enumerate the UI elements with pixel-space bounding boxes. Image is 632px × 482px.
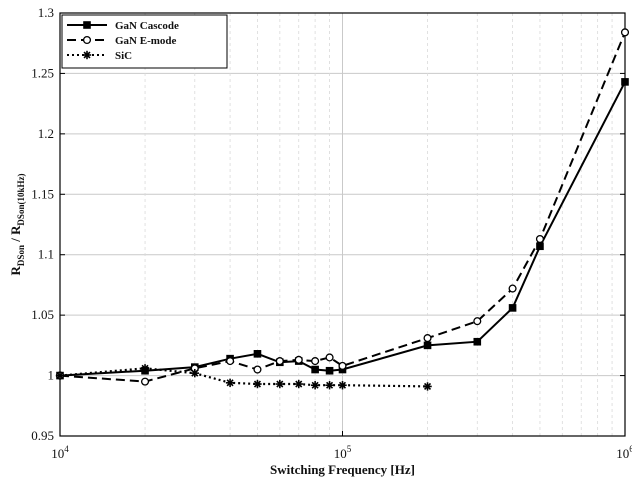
data-point-gan-e-mode bbox=[275, 357, 284, 366]
data-point-sic bbox=[325, 381, 334, 390]
y-tick-label: 1.3 bbox=[38, 5, 54, 20]
y-axis-title-main-sub: DSon bbox=[16, 245, 26, 266]
y-tick-label: 1.2 bbox=[38, 126, 54, 141]
data-point-gan-cascode bbox=[253, 350, 262, 358]
y-axis-title: RDSon / RDSon(10kHz) bbox=[8, 174, 26, 276]
data-point-gan-e-mode bbox=[311, 357, 320, 366]
data-point-gan-e-mode bbox=[620, 28, 630, 37]
x-tick-label: 105 bbox=[334, 444, 352, 461]
legend: GaN Cascode GaN E-mode SiC bbox=[61, 14, 228, 69]
y-tick-label: 1.15 bbox=[31, 186, 54, 201]
data-point-gan-e-mode bbox=[294, 355, 303, 364]
data-point-gan-e-mode bbox=[423, 334, 432, 343]
y-axis-title-divider: / R bbox=[8, 225, 23, 245]
data-point-sic bbox=[253, 379, 262, 389]
data-point-gan-e-mode bbox=[325, 353, 334, 362]
series-gan-e-mode bbox=[55, 28, 630, 386]
data-point-gan-cascode bbox=[423, 341, 432, 350]
data-point-sic bbox=[275, 379, 285, 389]
data-point-gan-cascode bbox=[473, 337, 482, 346]
series-sic bbox=[55, 364, 432, 391]
data-point-gan-e-mode bbox=[253, 365, 262, 374]
data-point-gan-e-mode bbox=[140, 377, 150, 386]
legend-marker-sic bbox=[82, 50, 92, 60]
tick-labels: 0.95 1 1.05 1.1 1.15 1.2 1.25 1.3 104 105 106 bbox=[31, 5, 632, 461]
x-tick-label: 106 bbox=[616, 444, 632, 461]
y-tick-label: 1 bbox=[48, 368, 55, 383]
data-point-sic bbox=[55, 371, 65, 380]
y-axis-title-ref-sub: DSon(10kHz) bbox=[16, 174, 26, 226]
data-point-gan-e-mode bbox=[473, 317, 482, 326]
data-point-gan-e-mode bbox=[535, 234, 545, 244]
data-point-gan-cascode bbox=[508, 304, 517, 312]
data-point-sic bbox=[140, 364, 150, 373]
data-point-gan-e-mode bbox=[226, 357, 235, 366]
legend-marker-gan-cascode bbox=[83, 21, 91, 29]
series-line-sic bbox=[59, 367, 428, 388]
series-layer bbox=[55, 28, 630, 391]
data-point-sic bbox=[310, 381, 320, 390]
x-tick-label: 104 bbox=[51, 444, 69, 461]
y-axis-title-main: R bbox=[8, 265, 23, 275]
y-tick-label: 0.95 bbox=[31, 428, 54, 443]
data-point-sic bbox=[225, 378, 235, 388]
y-tick-label: 1.1 bbox=[38, 247, 54, 262]
data-point-gan-e-mode bbox=[508, 284, 517, 293]
data-point-gan-e-mode bbox=[338, 361, 347, 370]
data-point-gan-cascode bbox=[325, 366, 334, 375]
data-point-gan-cascode bbox=[311, 365, 319, 374]
data-point-sic bbox=[338, 381, 347, 390]
data-point-gan-cascode bbox=[621, 78, 629, 86]
legend-marker-gan-e-mode bbox=[82, 35, 92, 45]
legend-label-sic: SiC bbox=[115, 50, 132, 62]
x-axis-title: Switching Frequency [Hz] bbox=[270, 462, 415, 477]
data-point-sic bbox=[294, 379, 303, 389]
data-point-sic bbox=[423, 382, 432, 391]
legend-label-gan-cascode: GaN Cascode bbox=[115, 20, 179, 32]
plot-frame bbox=[59, 12, 626, 437]
y-tick-label: 1.25 bbox=[31, 65, 54, 80]
legend-label-gan-e-mode: GaN E-mode bbox=[115, 35, 177, 47]
y-tick-label: 1.05 bbox=[31, 307, 54, 322]
data-point-sic bbox=[190, 368, 199, 378]
data-point-gan-cascode bbox=[536, 242, 544, 251]
